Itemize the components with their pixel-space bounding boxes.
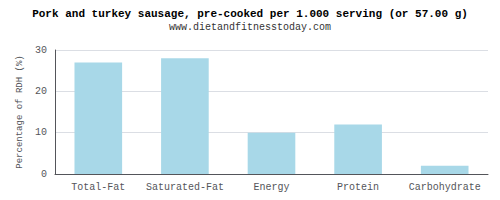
svg-text:Protein: Protein	[337, 182, 379, 193]
svg-text:10: 10	[35, 127, 47, 138]
svg-text:Percentage of RDH (%): Percentage of RDH (%)	[15, 55, 25, 168]
svg-text:Pork and turkey sausage, pre-c: Pork and turkey sausage, pre-cooked per …	[32, 8, 468, 20]
svg-text:www.dietandfitnesstoday.com: www.dietandfitnesstoday.com	[169, 22, 331, 33]
svg-text:Energy: Energy	[253, 182, 289, 193]
svg-text:Total-Fat: Total-Fat	[71, 182, 125, 193]
svg-text:20: 20	[35, 86, 47, 97]
svg-text:30: 30	[35, 45, 47, 56]
svg-text:Carbohydrate: Carbohydrate	[409, 182, 481, 193]
svg-text:Saturated-Fat: Saturated-Fat	[146, 182, 224, 193]
svg-text:0: 0	[41, 169, 47, 180]
